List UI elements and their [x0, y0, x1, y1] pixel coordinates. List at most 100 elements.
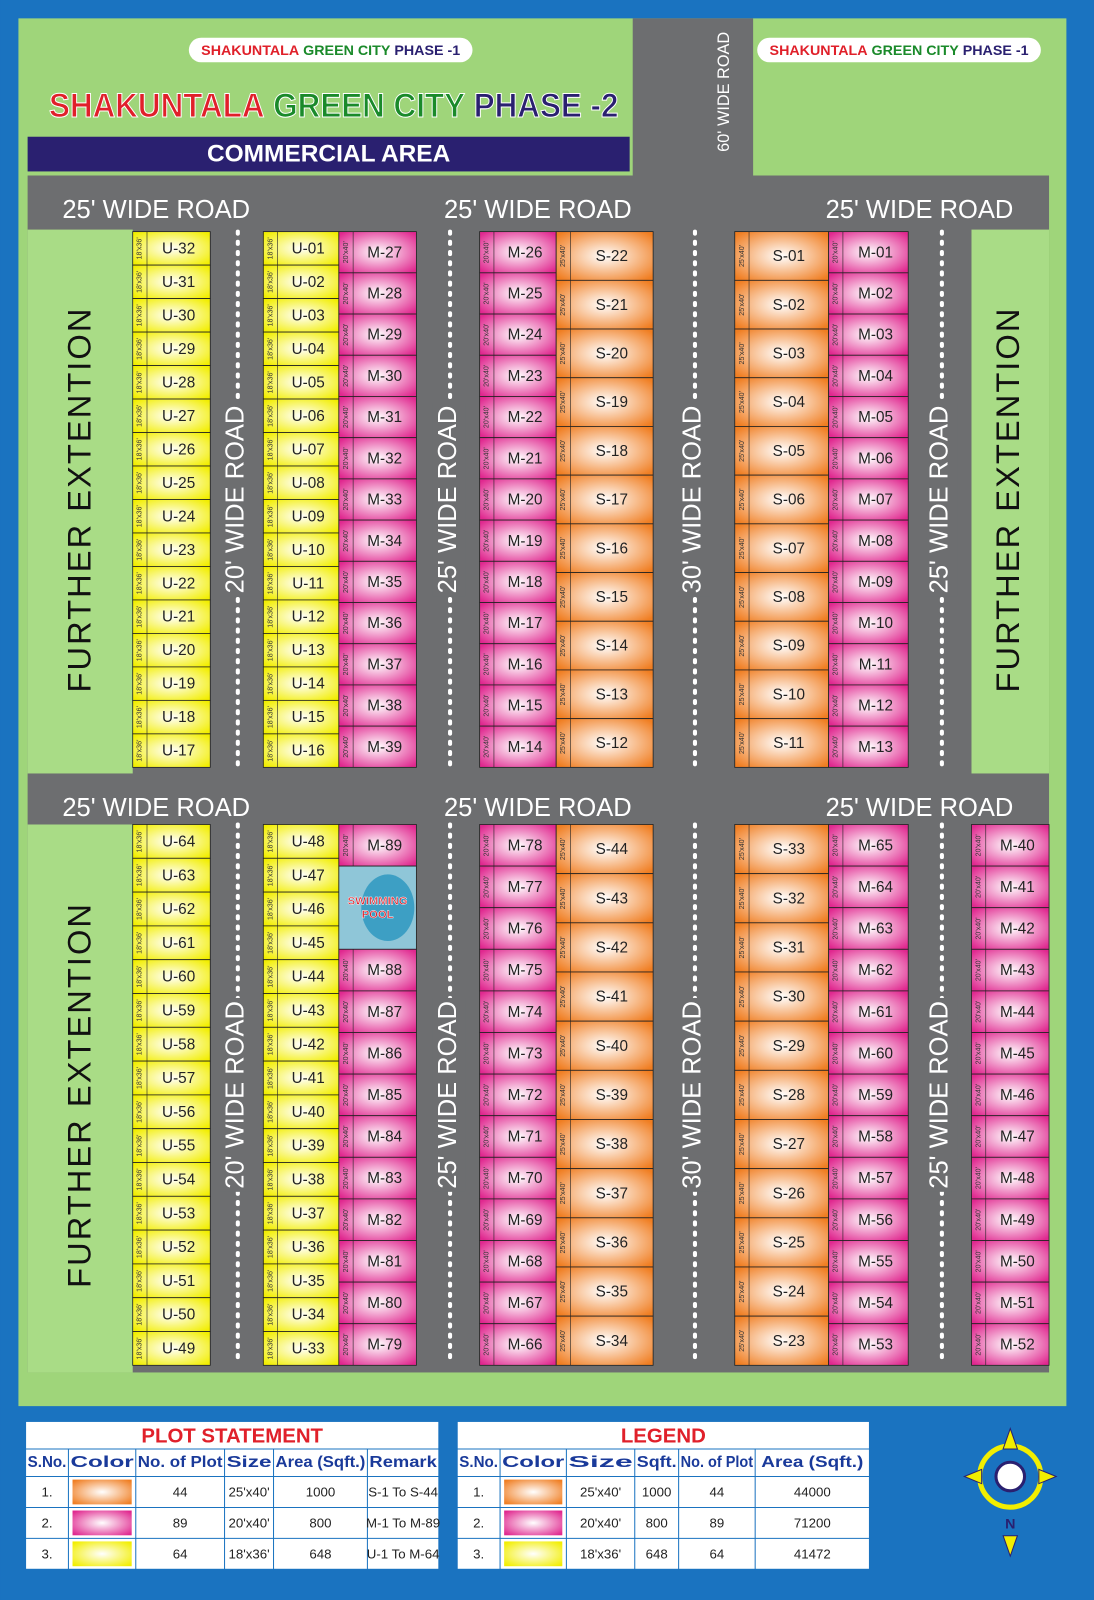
plot [734, 1119, 830, 1170]
table-header: Sqft. [637, 1454, 677, 1471]
plot-number: U-04 [292, 341, 326, 358]
plot-size: 18'x36' [266, 539, 274, 561]
plot-size: 20'x40' [342, 1292, 350, 1314]
plot-number: M-87 [367, 1004, 402, 1021]
plot [338, 437, 417, 480]
plot-number: M-23 [508, 368, 543, 385]
plot [132, 733, 211, 768]
plot-number: M-35 [367, 574, 402, 591]
plot-size: 25'x40' [559, 1231, 567, 1253]
road-label: 25' WIDE ROAD [444, 794, 632, 822]
plot [132, 891, 211, 927]
plot-number: M-27 [367, 244, 402, 261]
plot-number: U-39 [292, 1138, 325, 1155]
plot-size: 20'x40' [342, 241, 350, 263]
plot [479, 602, 557, 645]
plot [555, 1069, 654, 1120]
plot-size: 18'x36' [266, 472, 274, 494]
plot [555, 669, 654, 720]
table-header: Size [227, 1454, 272, 1471]
plot-number: S-15 [596, 589, 628, 606]
plot-number: M-70 [508, 1170, 543, 1187]
plot-number: U-53 [162, 1205, 195, 1222]
table-header: Area (Sqft.) [761, 1454, 863, 1471]
plot-size: 18'x36' [266, 1101, 274, 1123]
color-swatch [504, 1510, 563, 1536]
plot-number: U-40 [292, 1104, 325, 1121]
plot-size: 18'x36' [136, 1168, 144, 1190]
plot [971, 1115, 1050, 1158]
plot-size: 18'x36' [136, 606, 144, 628]
plot [479, 519, 557, 562]
plot-size: 25'x40' [559, 294, 567, 316]
plot [828, 354, 909, 397]
plot [734, 231, 830, 281]
plot-size: 20'x40' [832, 834, 840, 856]
plot-number: S-35 [596, 1284, 628, 1301]
plot [338, 1281, 417, 1325]
plot-number: S-40 [596, 1038, 628, 1055]
plot [971, 1198, 1050, 1241]
plot [971, 990, 1050, 1033]
plot-size: 18'x36' [266, 932, 274, 954]
plot-size: 20'x40' [483, 876, 491, 898]
plot-size: 20'x40' [975, 1125, 983, 1147]
plot-size: 25'x40' [559, 936, 567, 958]
plot-size: 20'x40' [975, 1084, 983, 1106]
plot-size: 18'x36' [136, 1202, 144, 1224]
plot [132, 532, 211, 567]
plot-number: M-45 [1000, 1045, 1035, 1062]
plot [971, 865, 1050, 909]
badge-part: PHASE -1 [394, 43, 460, 59]
plot-number: S-17 [596, 492, 628, 509]
plot [132, 465, 211, 500]
plot [338, 1115, 417, 1158]
plot-size: 18'x36' [266, 966, 274, 988]
plot-size: 20'x40' [832, 1125, 840, 1147]
plot-number: M-73 [508, 1045, 543, 1062]
plot [262, 733, 340, 768]
plot-size: 18'x36' [266, 999, 274, 1021]
plot-number: M-78 [508, 837, 543, 854]
table-cell: 1000 [642, 1485, 671, 1500]
plot-size: 25'x40' [559, 838, 567, 860]
plot-number: S-08 [773, 589, 805, 606]
table-header: Color [70, 1454, 133, 1471]
plot-size: 18'x36' [136, 472, 144, 494]
plot-size: 20'x40' [483, 917, 491, 939]
plot-number: M-85 [367, 1087, 402, 1104]
plot [132, 1128, 211, 1163]
plot-number: M-89 [367, 837, 402, 854]
compass: N [963, 1427, 1058, 1558]
plot-size: 20'x40' [975, 876, 983, 898]
plot-number: U-01 [292, 240, 325, 257]
plot [132, 925, 211, 961]
plot-number: U-08 [292, 475, 325, 492]
table-header: Remark [369, 1454, 437, 1471]
table-cell: 1. [41, 1485, 52, 1500]
plot-size: 18'x36' [266, 1033, 274, 1055]
plot-number: S-44 [596, 841, 629, 858]
plot-size: 18'x36' [136, 898, 144, 920]
plot-number: M-82 [367, 1212, 402, 1229]
plot-number: U-32 [162, 240, 195, 257]
plot [555, 1217, 654, 1268]
plot [828, 437, 909, 480]
plot-size: 20'x40' [975, 834, 983, 856]
plot-size: 20'x40' [483, 959, 491, 981]
road-label-bg [677, 402, 711, 597]
plot [971, 824, 1050, 867]
plot-size: 20'x40' [483, 1250, 491, 1272]
plot [338, 1032, 417, 1075]
plot-number: S-21 [596, 297, 628, 314]
badge-part: GREEN CITY [303, 43, 391, 59]
table-cell: 800 [309, 1515, 331, 1530]
plot-number: U-07 [292, 441, 325, 458]
plot-number: U-02 [292, 274, 325, 291]
plot-size: 20'x40' [342, 1042, 350, 1064]
plot-size: 20'x40' [483, 447, 491, 469]
plot-size: 20'x40' [832, 612, 840, 634]
plot [338, 948, 417, 992]
plot-number: U-57 [162, 1070, 195, 1087]
plot [734, 824, 830, 875]
